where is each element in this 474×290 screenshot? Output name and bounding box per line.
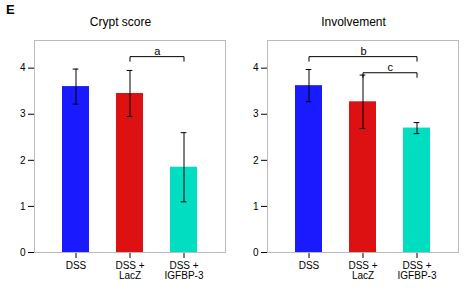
svg-text:c: c [388,61,394,73]
svg-text:4: 4 [20,62,26,73]
svg-text:DSS: DSS [299,260,320,271]
svg-text:a: a [154,45,161,57]
svg-text:3: 3 [253,108,259,119]
svg-text:DSS +IGFBP-3: DSS +IGFBP-3 [165,260,204,281]
svg-text:0: 0 [20,247,26,258]
html-text:Crypt score: Crypt score [89,15,152,29]
svg-text:4: 4 [253,62,259,73]
svg-text:DSS: DSS [66,260,87,271]
svg-text:3: 3 [20,108,26,119]
html-text:E: E [6,2,15,17]
svg-text:b: b [361,45,367,57]
svg-text:DSS +IGFBP-3: DSS +IGFBP-3 [398,260,437,281]
html-text:Involvement: Involvement [321,15,386,29]
svg-text:1: 1 [20,201,26,212]
svg-text:DSS +LacZ: DSS +LacZ [115,260,144,281]
svg-text:2: 2 [253,155,259,166]
svg-text:0: 0 [253,247,259,258]
svg-text:1: 1 [253,201,259,212]
svg-text:DSS +LacZ: DSS +LacZ [348,260,377,281]
svg-text:2: 2 [20,155,26,166]
